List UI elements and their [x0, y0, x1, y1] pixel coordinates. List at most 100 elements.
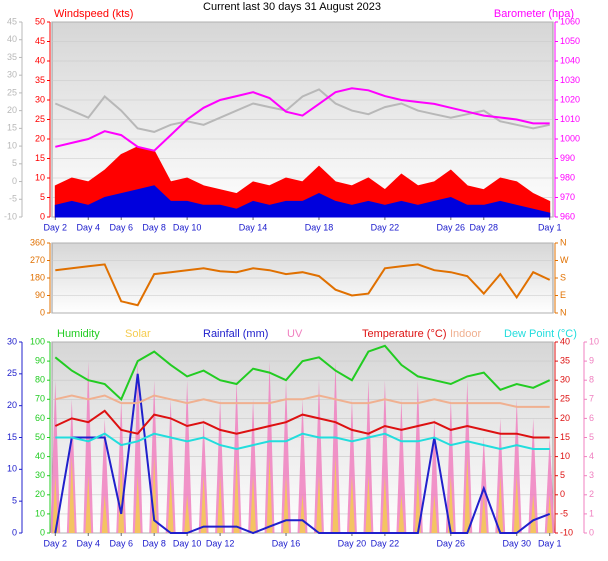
spike	[217, 475, 224, 533]
spike	[445, 399, 456, 533]
y-tick-label: N	[560, 237, 567, 247]
spike	[99, 418, 110, 533]
y-tick-label: 1020	[560, 94, 580, 104]
y-tick-label: 970	[560, 192, 575, 202]
spike	[200, 475, 207, 533]
line	[54, 344, 551, 401]
x-tick-label: Day 22	[371, 538, 400, 548]
spike	[528, 418, 539, 533]
x-tick-label: Day 20	[338, 538, 367, 548]
line	[55, 394, 550, 408]
spike	[314, 380, 324, 533]
x-tick-label: Day 30	[502, 538, 531, 548]
y-tick-label: 10	[7, 140, 17, 150]
y-tick-label: 960	[560, 211, 575, 221]
y-tick-label: 30	[7, 70, 17, 80]
y-tick-label: 40	[560, 336, 570, 346]
y-tick-label: 5	[12, 158, 17, 168]
line	[55, 263, 551, 307]
y-tick-label: 90	[35, 290, 45, 300]
y-tick-label: 40	[7, 34, 17, 44]
line	[55, 87, 550, 152]
spike	[132, 361, 143, 533]
spike	[511, 399, 522, 533]
legend-label: Windspeed (kts)	[54, 8, 133, 20]
legend-label: Barometer (hpa)	[494, 8, 574, 20]
spike	[530, 494, 537, 533]
x-tick-label: Day 2	[44, 222, 68, 232]
legend-label: Indoor	[450, 328, 482, 340]
x-tick-label: Day 2	[44, 538, 68, 548]
spike	[83, 361, 94, 533]
y-tick-label: 1060	[560, 16, 580, 26]
y-tick-label: 25	[35, 114, 45, 124]
x-tick-label: Day 4	[76, 222, 100, 232]
line	[55, 432, 550, 451]
chart-title: Current last 30 days 31 August 2023	[203, 1, 381, 13]
y-tick-label: 50	[35, 432, 45, 442]
legend-label: Dew Point (°C)	[504, 328, 577, 340]
y-tick-label: N	[560, 307, 567, 317]
y-tick-label: 35	[35, 75, 45, 85]
spike	[429, 418, 440, 533]
y-tick-label: 20	[35, 489, 45, 499]
y-tick-label: 980	[560, 172, 575, 182]
x-tick-label: Day 10	[173, 222, 202, 232]
spike	[281, 380, 291, 533]
y-tick-label: 2	[589, 489, 594, 499]
y-tick-label: -5	[9, 194, 17, 204]
spike	[414, 475, 421, 533]
y-tick-label: -5	[560, 508, 568, 518]
y-tick-label: 10	[560, 451, 570, 461]
y-tick-label: 9	[589, 355, 594, 365]
y-tick-label: 30	[35, 470, 45, 480]
spike	[101, 494, 108, 533]
line	[54, 409, 550, 439]
spike	[478, 437, 489, 533]
spike	[182, 380, 193, 533]
y-tick-label: 80	[35, 375, 45, 385]
spike	[363, 380, 374, 533]
legend-label: Rainfall (mm)	[203, 328, 268, 340]
y-tick-label: 3	[589, 470, 594, 480]
y-tick-label: 20	[7, 105, 17, 115]
y-tick-label: 1010	[560, 114, 580, 124]
y-tick-label: 5	[560, 470, 565, 480]
x-tick-label: Day 1	[538, 222, 562, 232]
spike	[233, 456, 240, 533]
spike	[464, 456, 471, 533]
line	[54, 88, 550, 133]
y-tick-label: 8	[589, 375, 594, 385]
legend-label: Temperature (°C)	[362, 328, 446, 340]
y-tick-label: 1030	[560, 75, 580, 85]
x-tick-label: Day 12	[206, 538, 235, 548]
spike	[348, 475, 355, 533]
x-tick-label: Day 8	[142, 538, 166, 548]
x-tick-label: Day 18	[305, 222, 334, 232]
y-tick-label: 10	[7, 464, 17, 474]
spike	[431, 494, 438, 533]
spike	[513, 475, 520, 533]
spike	[248, 399, 259, 533]
y-tick-label: 50	[35, 16, 45, 26]
spike	[264, 361, 275, 533]
y-tick-label: 40	[35, 451, 45, 461]
line	[54, 373, 551, 535]
x-tick-label: Day 1	[538, 538, 562, 548]
x-tick-label: Day 8	[142, 222, 166, 232]
y-tick-label: 30	[7, 336, 17, 346]
y-tick-label: W	[560, 255, 569, 265]
y-tick-label: S	[560, 272, 566, 282]
y-tick-label: 70	[35, 394, 45, 404]
spike	[332, 456, 339, 533]
spike	[398, 494, 405, 533]
x-tick-label: Day 4	[76, 538, 100, 548]
spike	[379, 380, 390, 533]
spike	[50, 380, 61, 533]
y-tick-label: 45	[7, 16, 17, 26]
y-tick-label: 10	[35, 172, 45, 182]
spike	[85, 475, 92, 533]
spike	[266, 456, 273, 533]
y-tick-label: 180	[30, 272, 45, 282]
